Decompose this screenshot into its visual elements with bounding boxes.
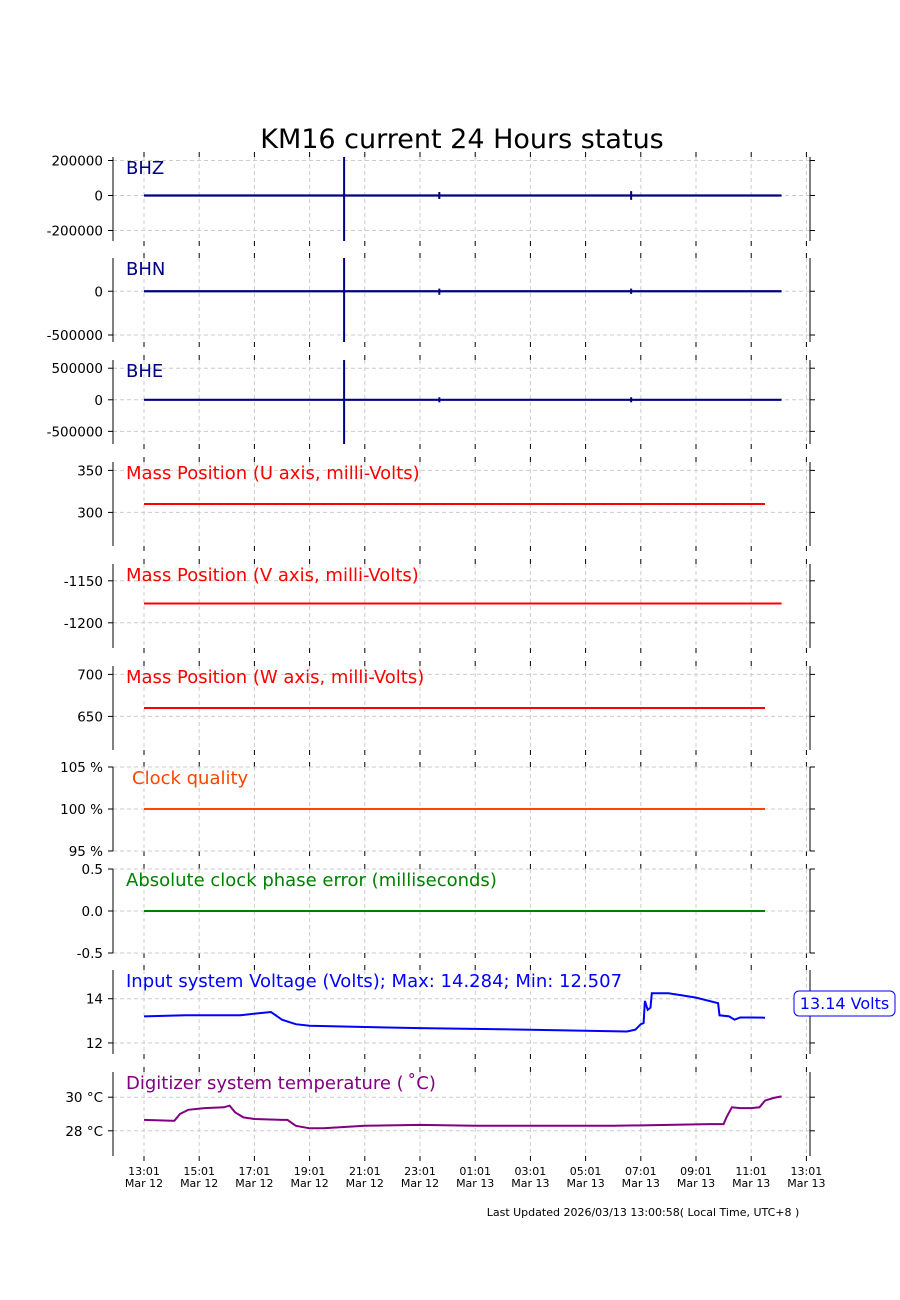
y-tick-label: -1150 xyxy=(64,574,103,590)
y-tick-label: 500000 xyxy=(51,361,103,377)
panel-9: 30 °C 28 °C Digitizer system temperature (… xyxy=(65,1067,815,1161)
y-tick-label: 200000 xyxy=(51,154,103,170)
panel-5: 700 650 Mass Position (W axis, milli-Volts… xyxy=(77,661,815,755)
series-line xyxy=(143,992,766,1033)
y-tick-label: 300 xyxy=(77,505,103,521)
x-tick-label-date: Mar 12 xyxy=(346,1177,384,1190)
panel-3: 350 300 Mass Position (U axis, milli-Volts… xyxy=(77,457,815,551)
panel-label: Input system Voltage (Volts); Max: 14.28… xyxy=(126,971,622,992)
x-tick-label-date: Mar 13 xyxy=(622,1177,660,1190)
y-tick-label: 700 xyxy=(77,667,103,683)
figure-title: KM16 current 24 Hours status xyxy=(260,124,664,155)
y-tick-label: 28 °C xyxy=(65,1124,103,1140)
panel-1: 0 -500000 BHN xyxy=(47,253,815,347)
x-tick-label-date: Mar 13 xyxy=(677,1177,715,1190)
y-tick-label: 12 xyxy=(86,1036,103,1052)
y-tick-label: -1200 xyxy=(64,616,103,632)
x-tick-label-date: Mar 13 xyxy=(511,1177,549,1190)
panel-6: 105 % 100 % 95 % Clock quality xyxy=(60,760,815,860)
x-tick-label-date: Mar 12 xyxy=(125,1177,163,1190)
panel-label: Mass Position (U axis, milli-Volts) xyxy=(126,463,420,484)
x-tick-label-time: 19:01 xyxy=(294,1165,326,1178)
x-tick-label-time: 01:01 xyxy=(459,1165,491,1178)
x-tick-label-time: 05:01 xyxy=(570,1165,602,1178)
panel-label: Absolute clock phase error (milliseconds… xyxy=(126,870,497,891)
y-tick-label: 0.5 xyxy=(82,862,103,878)
x-tick-label-date: Mar 13 xyxy=(566,1177,604,1190)
panel-label: BHE xyxy=(126,361,163,382)
y-tick-label: 95 % xyxy=(69,844,103,860)
x-tick-label-time: 21:01 xyxy=(349,1165,381,1178)
x-tick-label-date: Mar 13 xyxy=(732,1177,770,1190)
panels: 200000 0 -200000 BHZ 0 -500000 BHN 500000 0 -5000… xyxy=(47,152,815,1161)
x-tick-label-time: 23:01 xyxy=(404,1165,436,1178)
x-tick-label-date: Mar 13 xyxy=(456,1177,494,1190)
panel-label: Mass Position (W axis, milli-Volts) xyxy=(126,667,424,688)
y-tick-label: 100 % xyxy=(60,802,103,818)
y-tick-label: 0 xyxy=(94,284,103,300)
panel-8: 14 12 Input system Voltage (Volts); Max: 1… xyxy=(86,965,815,1059)
x-tick-label-time: 09:01 xyxy=(680,1165,712,1178)
x-tick-label-time: 13:01 xyxy=(128,1165,160,1178)
series-line xyxy=(143,1095,782,1130)
voltage-badge: 13.14 Volts xyxy=(793,990,896,1017)
y-tick-label: 30 °C xyxy=(65,1090,103,1106)
x-tick-label-time: 13:01 xyxy=(791,1165,823,1178)
voltage-badge-text: 13.14 Volts xyxy=(800,994,889,1013)
x-tick-label-date: Mar 12 xyxy=(401,1177,439,1190)
panel-4: -1150 -1200 Mass Position (V axis, milli-V… xyxy=(64,559,815,653)
x-tick-label-time: 03:01 xyxy=(515,1165,547,1178)
y-tick-label: -0.5 xyxy=(77,946,103,962)
y-tick-label: 0.0 xyxy=(82,904,103,920)
x-tick-label-time: 15:01 xyxy=(183,1165,215,1178)
panel-2: 500000 0 -500000 BHE xyxy=(47,355,815,449)
y-tick-label: 105 % xyxy=(60,760,103,776)
y-tick-label: -500000 xyxy=(47,424,103,440)
x-tick-label-time: 11:01 xyxy=(735,1165,767,1178)
y-tick-label: 0 xyxy=(94,189,103,205)
y-tick-label: -500000 xyxy=(47,328,103,344)
last-updated-text: Last Updated 2026/03/13 13:00:58( Local … xyxy=(487,1206,800,1219)
panel-label: Mass Position (V axis, milli-Volts) xyxy=(126,565,419,586)
x-tick-label-date: Mar 13 xyxy=(787,1177,825,1190)
y-tick-label: 650 xyxy=(77,709,103,725)
x-tick-label-date: Mar 12 xyxy=(290,1177,328,1190)
y-tick-label: -200000 xyxy=(47,224,103,240)
panel-label: Clock quality xyxy=(132,768,249,789)
y-tick-label: 350 xyxy=(77,463,103,479)
y-tick-label: 0 xyxy=(94,393,103,409)
panel-label: BHN xyxy=(126,259,165,280)
y-tick-label: 14 xyxy=(86,992,103,1008)
x-tick-label-time: 17:01 xyxy=(239,1165,271,1178)
panel-label: Digitizer system temperature ( ˚C) xyxy=(126,1073,436,1094)
panel-7: 0.5 0.0 -0.5 Absolute clock phase error (mi… xyxy=(77,862,815,962)
x-tick-label-date: Mar 12 xyxy=(235,1177,273,1190)
x-tick-label-time: 07:01 xyxy=(625,1165,657,1178)
panel-0: 200000 0 -200000 BHZ xyxy=(47,152,815,246)
x-tick-label-date: Mar 12 xyxy=(180,1177,218,1190)
panel-label: BHZ xyxy=(126,158,164,179)
